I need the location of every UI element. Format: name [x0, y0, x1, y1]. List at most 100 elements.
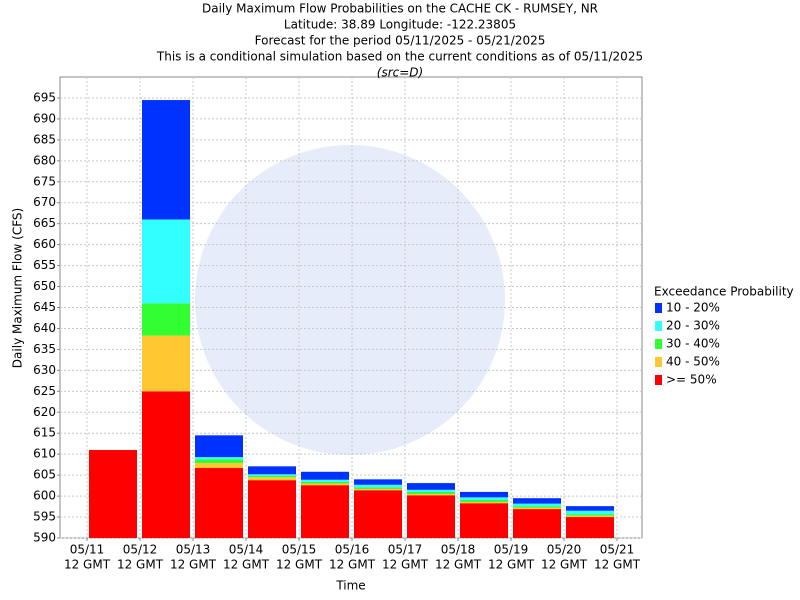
bar-segment	[195, 468, 243, 538]
x-tick-label: 05/19	[494, 543, 529, 557]
bar-segment	[354, 490, 402, 538]
legend-label: 30 - 40%	[666, 337, 720, 351]
bar-segment	[195, 462, 243, 469]
y-tick-label: 670	[33, 195, 56, 209]
y-axis-label: Daily Maximum Flow (CFS)	[11, 208, 25, 368]
bar-segment	[301, 481, 349, 484]
bar-segment	[301, 485, 349, 538]
y-tick-label: 680	[33, 153, 56, 167]
x-tick-label: 05/20	[547, 543, 582, 557]
x-tick-label: 05/21	[600, 543, 635, 557]
x-tick-label: 12 GMT	[594, 558, 641, 572]
x-tick-label: 12 GMT	[64, 558, 111, 572]
y-tick-label: 595	[33, 510, 56, 524]
y-tick-label: 610	[33, 447, 56, 461]
x-tick-label: 05/16	[335, 543, 370, 557]
bar-segment	[142, 219, 190, 304]
bar-segment	[407, 489, 455, 492]
y-tick-label: 590	[33, 531, 56, 545]
watermark	[195, 145, 505, 455]
bar-segment	[248, 477, 296, 481]
legend-swatch	[655, 357, 662, 367]
y-tick-label: 645	[33, 300, 56, 314]
bar-segment	[407, 495, 455, 538]
legend-label: 10 - 20%	[666, 301, 720, 315]
legend-swatch	[655, 303, 662, 313]
x-tick-label: 12 GMT	[488, 558, 535, 572]
bar-segment	[407, 493, 455, 496]
y-tick-label: 665	[33, 216, 56, 230]
x-tick-label: 12 GMT	[117, 558, 164, 572]
bar-segment	[566, 514, 614, 516]
y-tick-label: 695	[33, 90, 56, 104]
x-tick-label: 12 GMT	[329, 558, 376, 572]
bar-segment	[460, 497, 508, 500]
bar-segment	[354, 487, 402, 489]
x-tick-label: 05/18	[441, 543, 476, 557]
legend-swatch	[655, 321, 662, 331]
bar-segment	[248, 480, 296, 538]
bar-segment	[301, 483, 349, 486]
y-tick-label: 675	[33, 174, 56, 188]
bar-segment	[566, 517, 614, 538]
bar-segment	[142, 335, 190, 392]
bar-segment	[142, 303, 190, 336]
y-tick-label: 625	[33, 384, 56, 398]
bar-segment	[407, 491, 455, 494]
bar-segment	[460, 491, 508, 498]
x-tick-label: 05/13	[176, 543, 211, 557]
chart-title: Forecast for the period 05/11/2025 - 05/…	[255, 34, 546, 48]
bar-segment	[301, 479, 349, 482]
chart-title: Latitude: 38.89 Longitude: -122.23805	[284, 18, 516, 32]
x-tick-label: 12 GMT	[382, 558, 429, 572]
bar-segment	[195, 435, 243, 458]
bar-segment	[248, 475, 296, 478]
y-tick-label: 660	[33, 237, 56, 251]
bar-segment	[513, 509, 561, 538]
y-tick-label: 600	[33, 489, 56, 503]
x-tick-label: 12 GMT	[276, 558, 323, 572]
bar-segment	[195, 459, 243, 463]
x-tick-label: 05/15	[282, 543, 317, 557]
x-axis-label: Time	[335, 579, 365, 593]
chart-title: (src=D)	[377, 66, 423, 80]
x-tick-label: 12 GMT	[170, 558, 217, 572]
chart-title: This is a conditional simulation based o…	[156, 50, 643, 64]
legend-title: Exceedance Probability	[654, 285, 794, 299]
x-tick-label: 12 GMT	[435, 558, 482, 572]
bar-segment	[407, 483, 455, 490]
bar-segment	[460, 501, 508, 504]
x-tick-label: 05/11	[70, 543, 105, 557]
y-tick-label: 615	[33, 426, 56, 440]
bar-segment	[460, 499, 508, 502]
y-tick-label: 620	[33, 405, 56, 419]
bar-segment	[513, 507, 561, 510]
legend-swatch	[655, 375, 662, 385]
legend-swatch	[655, 339, 662, 349]
x-tick-label: 05/17	[388, 543, 423, 557]
bar-segment	[513, 506, 561, 508]
bar-segment	[513, 503, 561, 507]
bar-segment	[460, 503, 508, 538]
x-tick-label: 12 GMT	[541, 558, 588, 572]
y-tick-label: 655	[33, 258, 56, 272]
y-tick-label: 630	[33, 363, 56, 377]
legend-label: 40 - 50%	[666, 355, 720, 369]
y-tick-label: 650	[33, 279, 56, 293]
bar-segment	[195, 457, 243, 460]
y-tick-label: 640	[33, 321, 56, 335]
legend-label: 20 - 30%	[666, 319, 720, 333]
x-tick-label: 05/14	[229, 543, 264, 557]
bar-segment	[301, 471, 349, 480]
bar-segment	[566, 515, 614, 518]
bar-segment	[566, 506, 614, 511]
bar-segment	[248, 474, 296, 476]
watermark-circle	[195, 145, 505, 455]
y-tick-label: 635	[33, 342, 56, 356]
bar-segment	[142, 100, 190, 220]
y-tick-label: 685	[33, 132, 56, 146]
x-tick-label: 12 GMT	[223, 558, 270, 572]
bar-segment	[354, 484, 402, 488]
bar-segment	[89, 449, 137, 538]
